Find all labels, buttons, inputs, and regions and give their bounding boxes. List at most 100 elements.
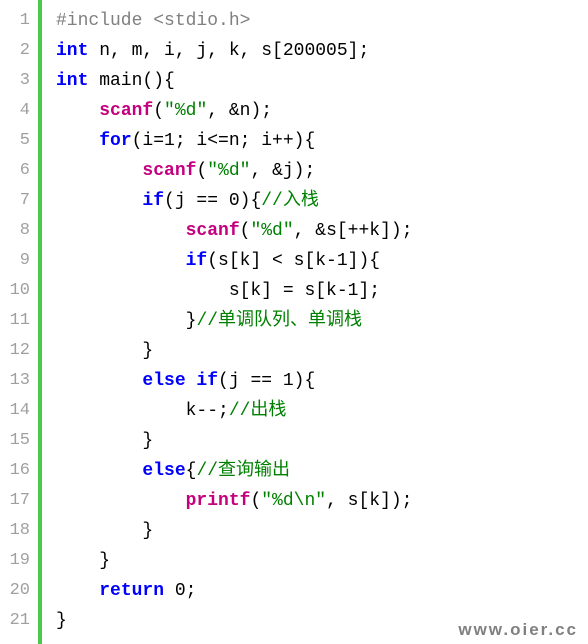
code-line: int n, m, i, j, k, s[200005]; xyxy=(56,36,588,66)
code-line: } xyxy=(56,426,588,456)
token-keyword: return xyxy=(99,581,164,601)
token-ident xyxy=(56,161,142,181)
code-line: printf("%d\n", s[k]); xyxy=(56,486,588,516)
token-func: printf xyxy=(186,491,251,511)
token-comment: //单调队列、单调栈 xyxy=(196,311,362,331)
code-line: k--;//出栈 xyxy=(56,396,588,426)
token-punct: ( xyxy=(196,161,207,181)
token-ident xyxy=(56,461,142,481)
code-line: s[k] = s[k-1]; xyxy=(56,276,588,306)
token-punct: ( xyxy=(240,221,251,241)
line-number: 4 xyxy=(0,96,38,126)
line-number: 3 xyxy=(0,66,38,96)
line-number-gutter: 123456789101112131415161718192021 xyxy=(0,0,38,644)
code-line: if(s[k] < s[k-1]){ xyxy=(56,246,588,276)
line-number: 9 xyxy=(0,246,38,276)
token-ident xyxy=(56,131,99,151)
token-ident: main(){ xyxy=(88,71,174,91)
code-line: else{//查询输出 xyxy=(56,456,588,486)
line-number: 12 xyxy=(0,336,38,366)
token-ident xyxy=(56,251,186,271)
code-line: scanf("%d", &n); xyxy=(56,96,588,126)
code-line: for(i=1; i<=n; i++){ xyxy=(56,126,588,156)
line-number: 20 xyxy=(0,576,38,606)
code-editor: 123456789101112131415161718192021 #inclu… xyxy=(0,0,588,644)
token-punct: , &s[++k]); xyxy=(294,221,413,241)
code-line: int main(){ xyxy=(56,66,588,96)
token-punct: (j == 1){ xyxy=(218,371,315,391)
token-ident: } xyxy=(56,341,153,361)
token-ident: 0; xyxy=(164,581,196,601)
token-ident xyxy=(56,581,99,601)
token-punct: (j == 0){ xyxy=(164,191,261,211)
token-keyword: else xyxy=(142,461,185,481)
token-ident: } xyxy=(56,551,110,571)
token-string: "%d" xyxy=(250,221,293,241)
token-comment: //出栈 xyxy=(229,401,287,421)
token-keyword: for xyxy=(99,131,131,151)
token-ident xyxy=(56,491,186,511)
token-ident xyxy=(56,221,186,241)
token-ident xyxy=(56,371,142,391)
line-number: 19 xyxy=(0,546,38,576)
token-comment: //入栈 xyxy=(261,191,319,211)
token-keyword: int xyxy=(56,41,88,61)
token-comment: //查询输出 xyxy=(196,461,290,481)
token-ident: } xyxy=(56,431,153,451)
token-ident xyxy=(56,101,99,121)
code-line: } xyxy=(56,546,588,576)
token-punct: , &n); xyxy=(207,101,272,121)
code-line: }//单调队列、单调栈 xyxy=(56,306,588,336)
token-keyword: if xyxy=(142,191,164,211)
line-number: 21 xyxy=(0,606,38,636)
token-ident: } xyxy=(56,311,196,331)
token-punct: ( xyxy=(250,491,261,511)
line-number: 5 xyxy=(0,126,38,156)
token-func: scanf xyxy=(142,161,196,181)
code-line: scanf("%d", &s[++k]); xyxy=(56,216,588,246)
line-number: 8 xyxy=(0,216,38,246)
token-func: scanf xyxy=(186,221,240,241)
line-number: 13 xyxy=(0,366,38,396)
line-number: 1 xyxy=(0,6,38,36)
token-ident xyxy=(56,191,142,211)
token-punct: { xyxy=(186,461,197,481)
line-number: 7 xyxy=(0,186,38,216)
code-line: return 0; xyxy=(56,576,588,606)
code-line: scanf("%d", &j); xyxy=(56,156,588,186)
token-keyword: else if xyxy=(142,371,218,391)
token-string: "%d\n" xyxy=(261,491,326,511)
line-number: 11 xyxy=(0,306,38,336)
token-ident: s[k] = s[k-1]; xyxy=(56,281,380,301)
token-func: scanf xyxy=(99,101,153,121)
token-punct: , s[k]); xyxy=(326,491,412,511)
token-keyword: int xyxy=(56,71,88,91)
code-line: #include <stdio.h> xyxy=(56,6,588,36)
code-line: else if(j == 1){ xyxy=(56,366,588,396)
line-number: 10 xyxy=(0,276,38,306)
token-string: "%d" xyxy=(164,101,207,121)
token-keyword: if xyxy=(186,251,208,271)
line-number: 15 xyxy=(0,426,38,456)
line-number: 2 xyxy=(0,36,38,66)
token-ident: n, m, i, j, k, s[200005]; xyxy=(88,41,369,61)
line-number: 14 xyxy=(0,396,38,426)
token-ident: } xyxy=(56,521,153,541)
watermark-text: www.oier.cc xyxy=(458,620,578,640)
line-number: 16 xyxy=(0,456,38,486)
token-ident: k--; xyxy=(56,401,229,421)
code-line: } xyxy=(56,516,588,546)
code-line: } xyxy=(56,336,588,366)
token-punct: (s[k] < s[k-1]){ xyxy=(207,251,380,271)
line-number: 6 xyxy=(0,156,38,186)
line-number: 18 xyxy=(0,516,38,546)
line-number: 17 xyxy=(0,486,38,516)
token-punct: (i=1; i<=n; i++){ xyxy=(132,131,316,151)
token-string: "%d" xyxy=(207,161,250,181)
code-content: #include <stdio.h> int n, m, i, j, k, s[2… xyxy=(42,0,588,644)
token-punct: , &j); xyxy=(250,161,315,181)
token-punct: ( xyxy=(153,101,164,121)
token-preproc: #include <stdio.h> xyxy=(56,11,250,31)
token-ident: } xyxy=(56,611,67,631)
code-line: if(j == 0){//入栈 xyxy=(56,186,588,216)
